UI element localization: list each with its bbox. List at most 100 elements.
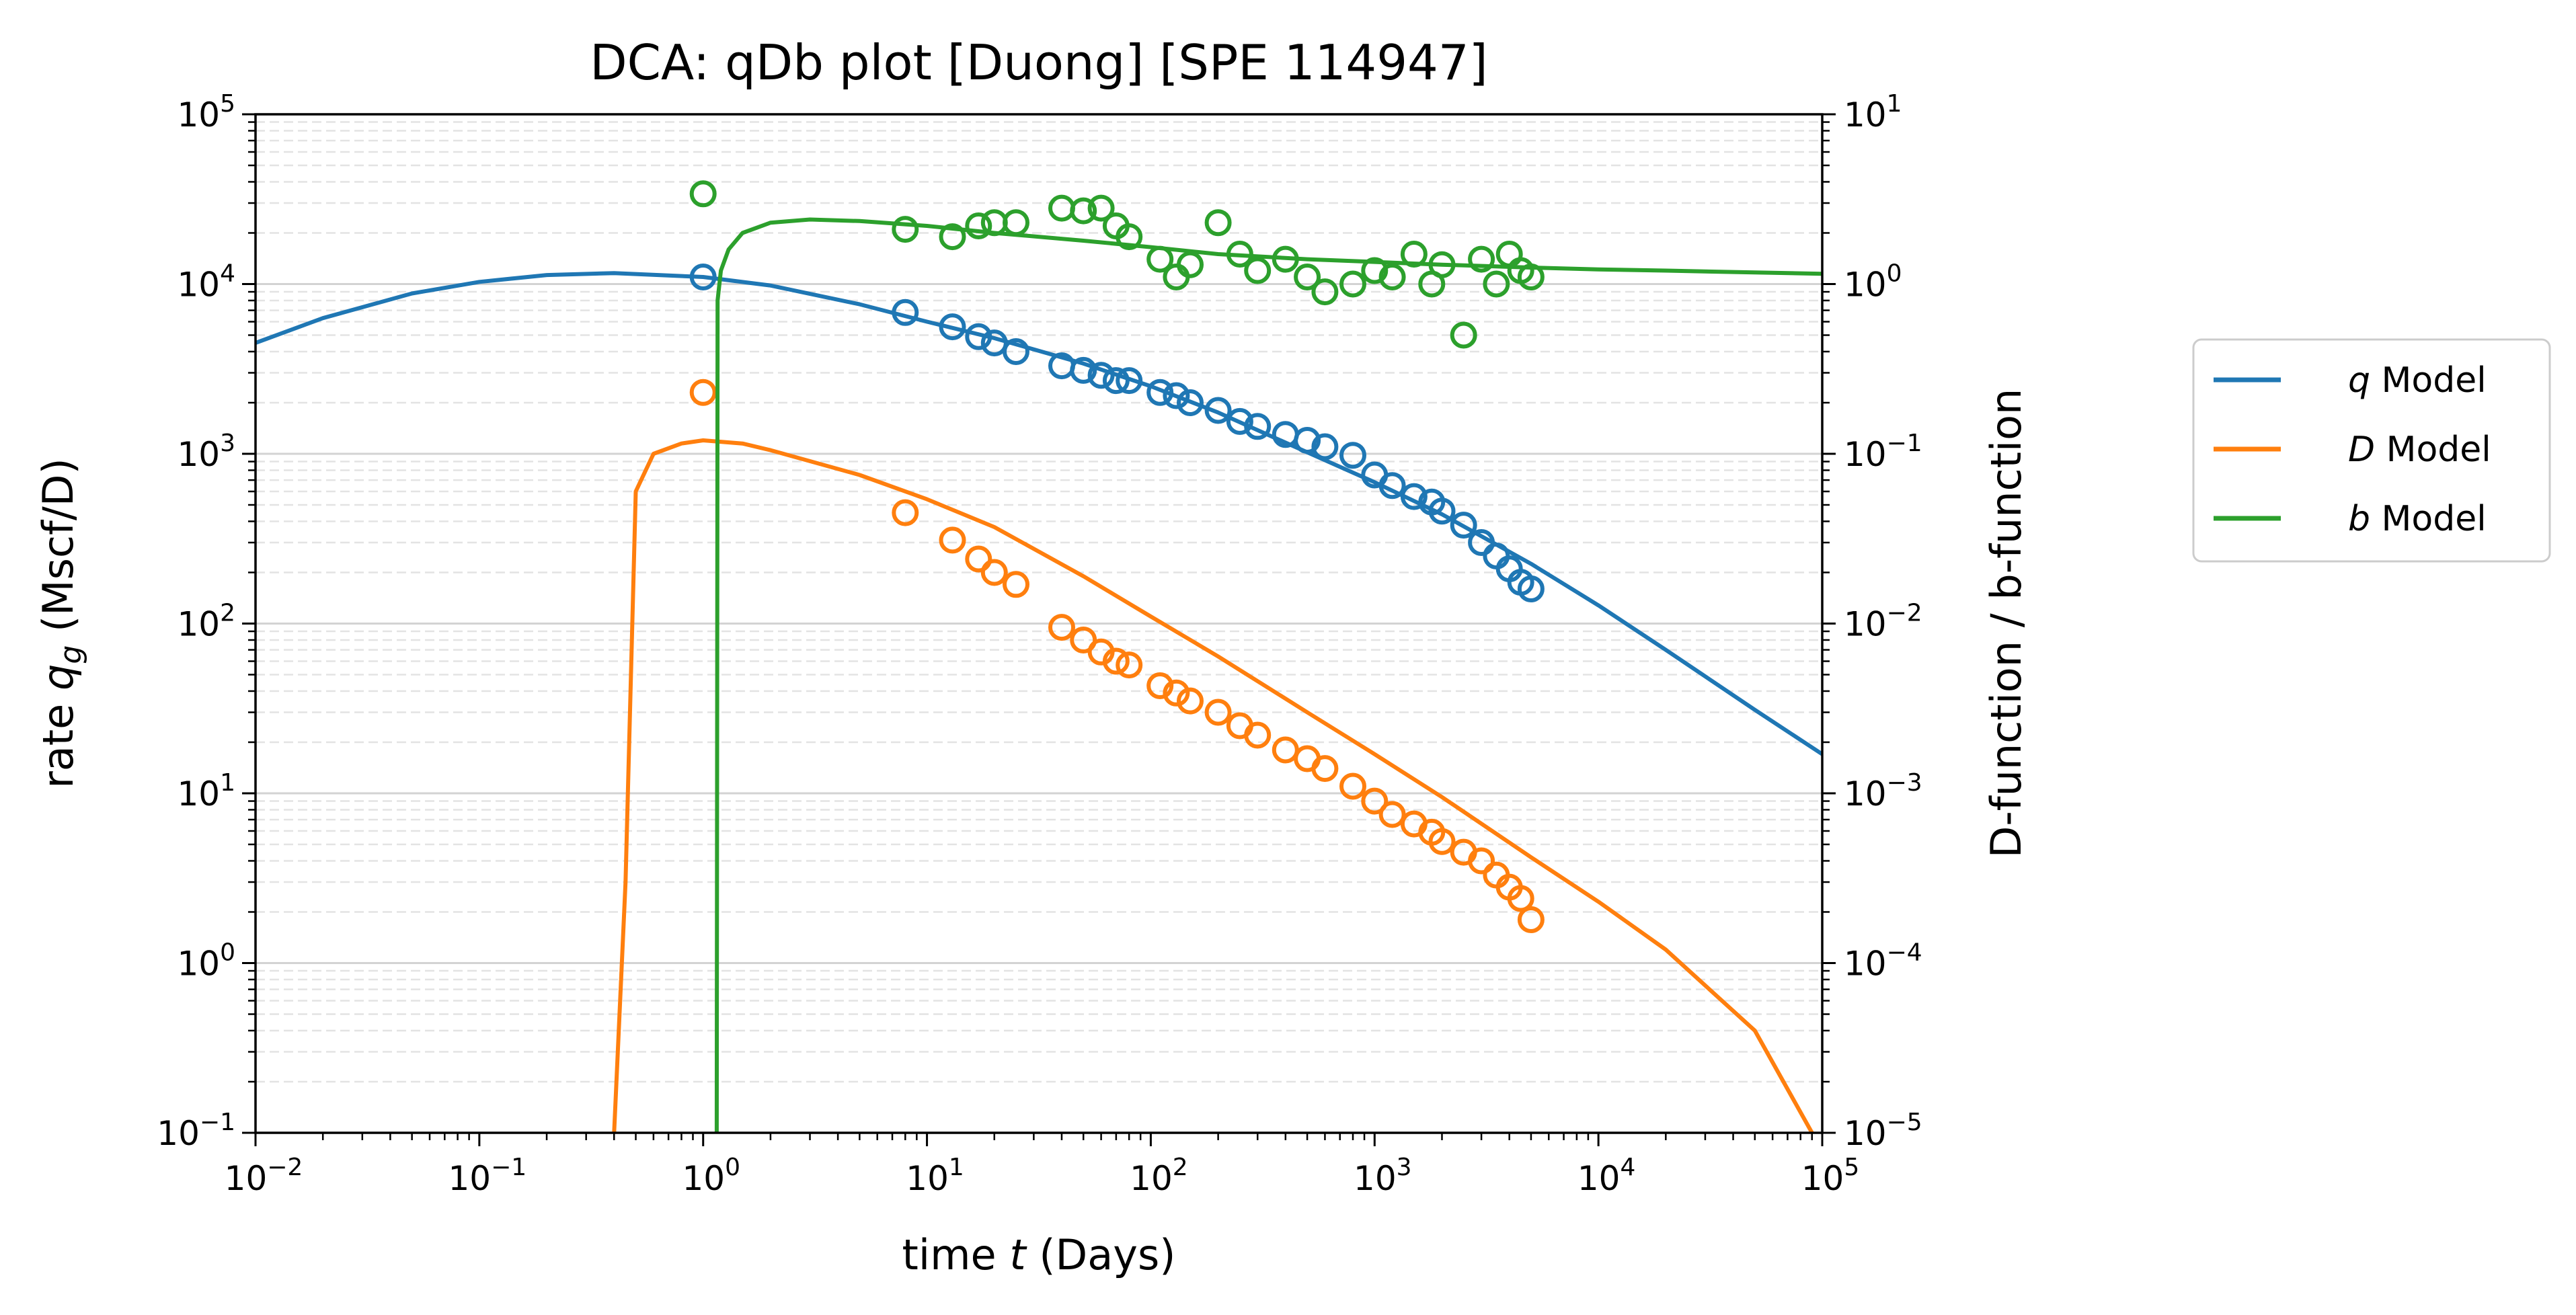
D-data-point — [1378, 801, 1406, 828]
D-data-point — [1507, 885, 1534, 912]
D-data-point — [1339, 772, 1366, 800]
q-data-point — [689, 264, 717, 290]
b-data-point — [1450, 321, 1477, 349]
x-tick-label: 103 — [1354, 1154, 1412, 1198]
q-data-point — [1244, 413, 1272, 440]
D-data-point — [1468, 847, 1495, 875]
D-data-point — [1204, 699, 1232, 726]
y-left-tick-label: 104 — [177, 260, 235, 305]
q-model-line — [256, 271, 1822, 756]
q-data-point — [1400, 483, 1428, 510]
b-data-point — [1272, 245, 1299, 273]
x-tick-label: 102 — [1130, 1154, 1188, 1198]
q-data-point — [1204, 397, 1232, 424]
y-left-tick-label: 101 — [177, 769, 235, 813]
b-data-point — [1226, 241, 1253, 268]
q-data-point — [1468, 529, 1495, 556]
D-data-point — [1517, 906, 1545, 933]
b-data-point — [1468, 245, 1495, 273]
q-data-point — [1517, 575, 1545, 602]
D-data-point — [1244, 721, 1272, 749]
y-right-tick-label: 10−5 — [1844, 1109, 1922, 1153]
q-data-point — [1087, 362, 1115, 389]
chart-title: DCA: qDb plot [Duong] [SPE 114947] — [590, 34, 1488, 91]
q-data-point — [892, 298, 919, 326]
D-data-point — [1428, 828, 1456, 855]
D-data-point — [1146, 672, 1174, 699]
b-data-point — [1428, 251, 1456, 278]
b-data-point — [1116, 223, 1143, 251]
q-data-point — [1226, 407, 1253, 435]
q-data-point — [1070, 356, 1097, 384]
q-data-point — [1378, 472, 1406, 500]
b-data-point — [1311, 278, 1339, 306]
y-right-tick-label: 10−2 — [1844, 600, 1922, 644]
D-data-point — [1311, 755, 1339, 783]
D-data-point — [1048, 614, 1075, 641]
q-data-point — [1116, 367, 1143, 395]
q-data-point — [965, 323, 992, 350]
q-data-point — [1428, 497, 1456, 525]
q-data-point — [939, 313, 966, 341]
y-left-tick-label: 105 — [177, 90, 235, 134]
y-right-tick-label: 100 — [1844, 260, 1902, 305]
D-data-point — [965, 545, 992, 573]
b-data-point — [1517, 264, 1545, 290]
legend: q Model D Model b Model — [2192, 338, 2551, 563]
b-data-point — [1400, 241, 1428, 268]
b-data-point — [1204, 209, 1232, 237]
y-right-tick-label: 10−4 — [1844, 939, 1922, 984]
D-data-point — [939, 526, 966, 554]
b-data-point — [1146, 245, 1174, 273]
D-data-point — [1177, 687, 1204, 715]
D-data-point — [892, 499, 919, 526]
x-tick-label: 10−2 — [225, 1154, 303, 1198]
x-tick-label: 10−1 — [448, 1154, 527, 1198]
b-data-point — [965, 212, 992, 239]
b-data-point — [1378, 264, 1406, 290]
D-data-point — [1003, 571, 1029, 598]
y-left-tick-label: 10−1 — [157, 1109, 235, 1153]
legend-label-q: q Model — [2348, 360, 2487, 401]
b-model-line — [714, 217, 1822, 1133]
y-right-tick-label: 10−1 — [1844, 430, 1922, 474]
q-data-point — [1003, 338, 1029, 365]
b-data-point — [1003, 209, 1029, 237]
x-axis-label: time t (Days) — [902, 1230, 1176, 1279]
legend-label-b: b Model — [2348, 499, 2487, 539]
b-data-point — [892, 216, 919, 243]
y-axis-label-right: D-function / b-function — [1982, 389, 2031, 859]
x-tick-label: 100 — [682, 1154, 740, 1198]
q-data-point — [1294, 427, 1321, 454]
q-data-point — [1450, 512, 1477, 539]
ticks: 10−2 10−1 100 101 102 103 104 10510−11001011021… — [157, 90, 1922, 1198]
legend-label-D: D Model — [2348, 430, 2491, 470]
legend-box — [2192, 338, 2551, 563]
b-data-point — [1087, 194, 1115, 222]
D-data-point — [1272, 736, 1299, 764]
x-tick-label: 104 — [1577, 1154, 1636, 1198]
b-data-point — [939, 223, 966, 251]
q-data-point — [1146, 378, 1174, 406]
b-data-point — [1244, 257, 1272, 284]
D-data-point — [1102, 647, 1130, 675]
q-data-point — [1177, 389, 1204, 416]
D-data-point — [980, 559, 1008, 586]
D-data-point — [689, 378, 717, 406]
D-model-line — [612, 438, 1814, 1133]
y-right-tick-label: 101 — [1844, 90, 1902, 134]
D-data-point — [1116, 651, 1143, 679]
x-tick-label: 101 — [906, 1154, 964, 1198]
b-data-point — [1339, 270, 1366, 298]
b-data-point — [689, 180, 717, 208]
D-data-point — [1361, 787, 1389, 815]
D-data-point — [1163, 679, 1190, 707]
b-data-point — [1177, 251, 1204, 278]
b-data-point — [1294, 264, 1321, 290]
x-tick-label: 105 — [1801, 1154, 1860, 1198]
y-left-tick-label: 102 — [177, 600, 235, 644]
y-left-tick-label: 103 — [177, 430, 235, 474]
b-data-point — [1361, 257, 1389, 284]
